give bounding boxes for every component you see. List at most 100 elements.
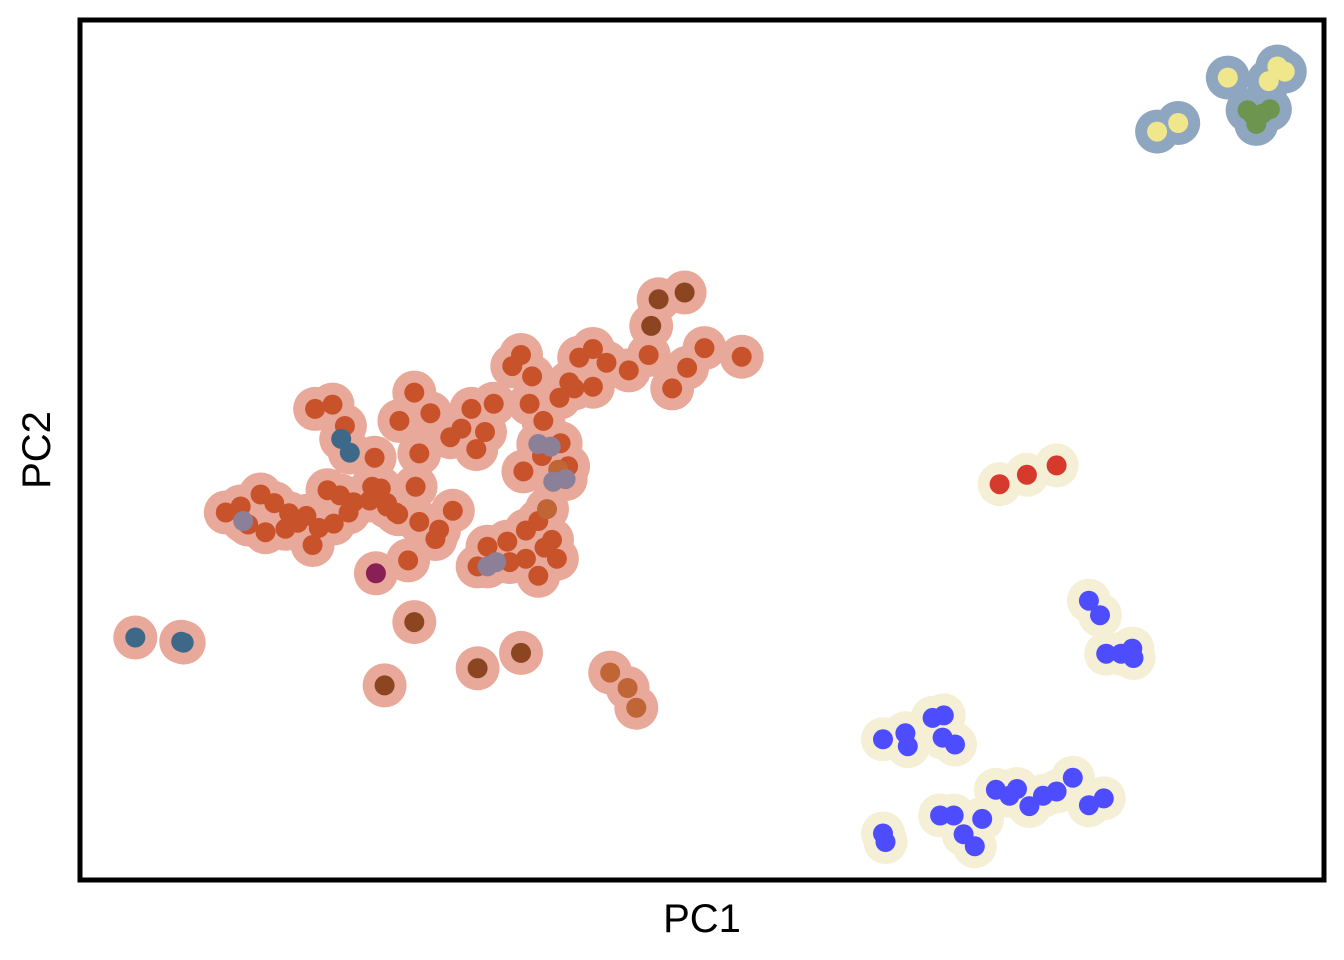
data-point [1274,61,1295,82]
data-point [528,565,549,586]
data-point [648,289,669,310]
data-point [626,697,647,718]
data-point [1016,464,1037,485]
data-point [964,836,985,857]
data-point [215,502,236,523]
data-point [287,512,308,533]
data-point [943,805,964,826]
data-point [873,729,893,750]
data-point [398,550,419,571]
data-point [477,536,498,557]
data-point [483,393,504,414]
data-point [1007,779,1027,799]
data-point [1090,605,1110,626]
data-point [1062,767,1083,788]
plot-frame [77,17,1327,883]
data-point [305,398,326,419]
data-point [302,535,323,555]
data-point [897,736,918,757]
data-point [1096,643,1117,664]
data-point [515,548,536,569]
data-point [370,478,391,499]
data-point [389,410,410,431]
data-point [405,476,426,497]
data-point [409,443,430,464]
data-point [596,352,617,373]
data-point [533,410,554,431]
data-point [522,366,543,387]
data-point [1078,795,1099,816]
data-point [467,658,488,679]
data-point [1093,788,1114,809]
data-point [662,378,683,399]
data-point [537,499,557,520]
data-point [694,338,715,359]
data-point [972,808,993,829]
data-point [125,627,146,648]
data-point [618,360,639,381]
data-point [731,346,752,367]
data-point [989,474,1010,495]
data-point [308,517,329,538]
data-point [549,387,570,408]
data-point [582,376,603,397]
data-point [1259,99,1280,120]
data-point [497,531,518,552]
data-point [264,493,285,514]
data-point [542,529,562,550]
data-point [1046,455,1067,476]
data-point [425,529,446,549]
data-point [409,511,430,532]
data-point [546,548,567,569]
data-point [1123,648,1144,668]
data-point [638,345,659,365]
data-point [519,393,540,414]
x-axis-label: PC1 [663,897,741,941]
data-point [451,418,472,439]
data-point [374,675,395,696]
data-point [173,632,194,653]
data-point [1168,113,1189,133]
data-point [466,439,487,460]
data-point [420,403,441,424]
data-point [475,422,495,442]
data-point [582,339,603,359]
data-point [364,447,385,468]
data-point [945,734,965,755]
data-point [555,469,576,490]
data-point [511,345,531,365]
data-point [873,823,893,844]
data-point [461,398,482,419]
data-point [600,662,621,683]
data-point [674,282,695,303]
data-point [1147,121,1168,142]
data-point [388,504,409,525]
data-point [1258,71,1279,92]
data-point [442,500,463,521]
data-point [404,382,425,403]
data-point [339,442,360,463]
data-point [404,612,425,633]
data-point [1078,590,1099,611]
data-point [677,357,698,378]
cluster-halos [113,44,1307,869]
y-axis-label: PC2 [15,411,59,489]
data-point [564,378,585,399]
data-point [540,436,561,457]
data-point [343,492,364,513]
data-point [1242,104,1263,125]
data-point [365,563,386,584]
data-point [641,315,662,336]
data-point [486,552,507,573]
data-point [1019,796,1040,817]
data-point [255,522,276,543]
data-point [513,461,534,482]
data-point [617,678,638,698]
data-point [1217,67,1238,88]
data-point [322,394,343,415]
data-point [511,642,531,663]
data-point [933,705,954,726]
data-point [233,511,254,531]
data-point [1046,781,1067,802]
